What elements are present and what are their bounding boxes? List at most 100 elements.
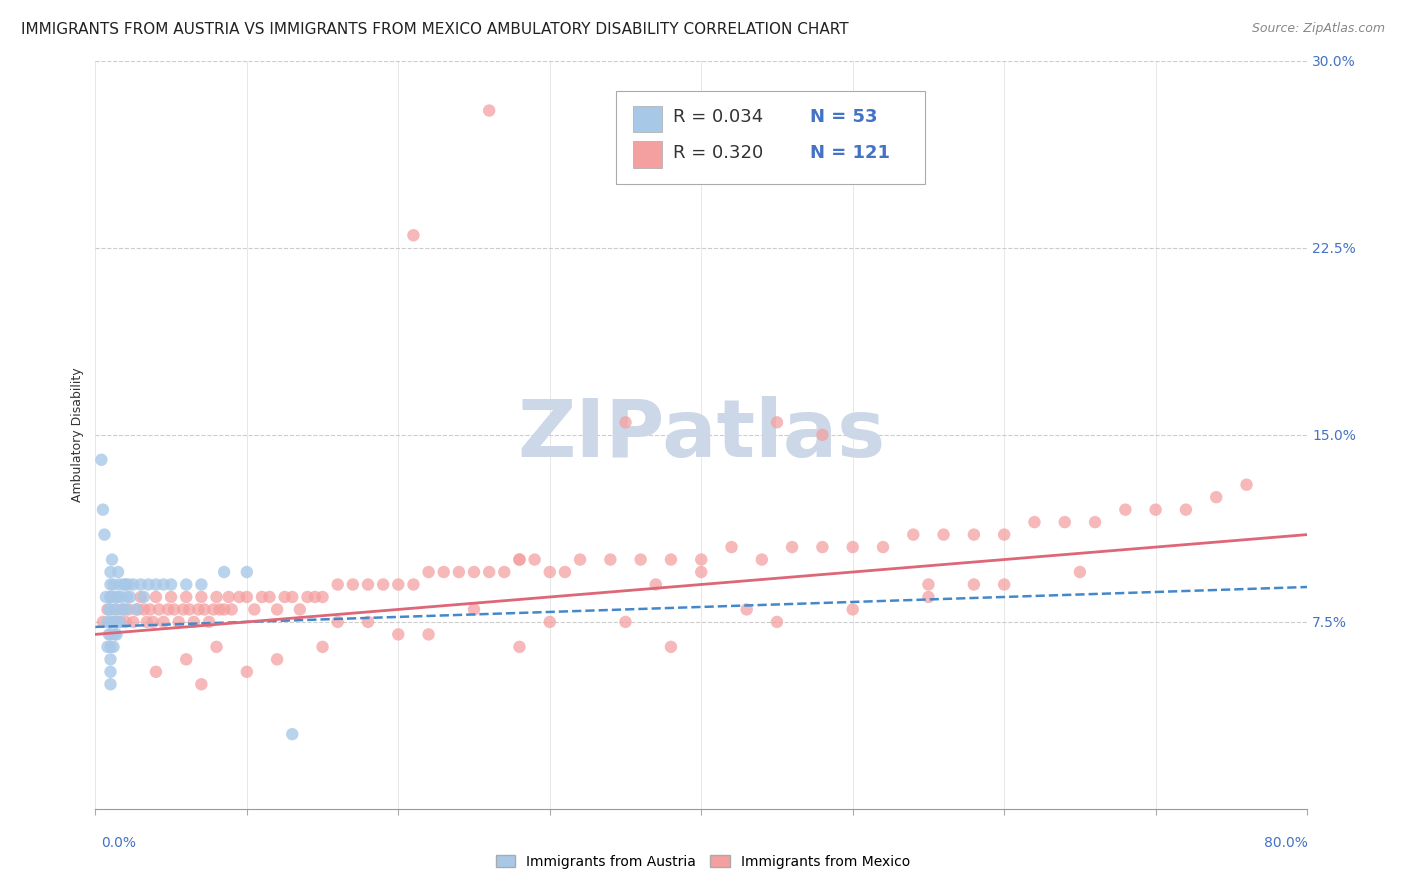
Point	[202, 602, 225, 616]
Point	[387, 577, 409, 591]
Point	[720, 540, 742, 554]
Point	[114, 577, 136, 591]
Point	[311, 590, 333, 604]
Point	[326, 615, 349, 629]
Point	[100, 665, 122, 679]
Point	[236, 565, 259, 579]
Point	[569, 552, 592, 566]
Point	[96, 640, 118, 654]
Point	[125, 602, 148, 616]
Point	[554, 565, 576, 579]
Point	[104, 602, 127, 616]
Text: 0.0%: 0.0%	[101, 836, 136, 850]
Point	[508, 552, 530, 566]
Point	[118, 577, 141, 591]
Point	[145, 665, 167, 679]
Point	[1236, 477, 1258, 491]
Point	[115, 590, 138, 604]
Point	[387, 627, 409, 641]
Point	[145, 577, 167, 591]
Point	[105, 602, 128, 616]
Point	[478, 103, 501, 118]
FancyBboxPatch shape	[633, 105, 662, 133]
Point	[107, 615, 129, 629]
Point	[100, 577, 122, 591]
Point	[107, 590, 129, 604]
Point	[111, 602, 134, 616]
Point	[193, 602, 215, 616]
Point	[148, 602, 170, 616]
Point	[100, 590, 122, 604]
Point	[108, 615, 131, 629]
Point	[236, 665, 259, 679]
Point	[127, 602, 149, 616]
Point	[205, 640, 228, 654]
Point	[135, 615, 157, 629]
Y-axis label: Ambulatory Disability: Ambulatory Disability	[72, 368, 84, 502]
Point	[963, 527, 986, 541]
Point	[157, 602, 180, 616]
Point	[963, 577, 986, 591]
Point	[811, 427, 834, 442]
Point	[139, 602, 162, 616]
Point	[402, 577, 425, 591]
Point	[273, 590, 295, 604]
Point	[841, 540, 863, 554]
Point	[101, 590, 124, 604]
Point	[993, 577, 1015, 591]
Point	[917, 590, 939, 604]
Point	[167, 615, 190, 629]
Point	[100, 602, 122, 616]
Point	[190, 577, 212, 591]
Point	[152, 577, 174, 591]
Point	[508, 552, 530, 566]
Legend: Immigrants from Austria, Immigrants from Mexico: Immigrants from Austria, Immigrants from…	[491, 849, 915, 874]
Point	[259, 590, 281, 604]
Point	[780, 540, 803, 554]
Point	[221, 602, 243, 616]
Point	[463, 565, 485, 579]
Point	[418, 627, 440, 641]
Point	[326, 577, 349, 591]
Point	[138, 577, 160, 591]
Point	[288, 602, 311, 616]
Point	[91, 615, 114, 629]
Point	[100, 640, 122, 654]
Point	[163, 602, 186, 616]
Point	[932, 527, 955, 541]
Point	[494, 565, 516, 579]
Point	[903, 527, 925, 541]
Point	[190, 677, 212, 691]
Point	[614, 415, 637, 429]
Point	[100, 677, 122, 691]
Point	[118, 602, 141, 616]
Point	[187, 602, 209, 616]
Point	[205, 590, 228, 604]
Point	[91, 502, 114, 516]
Point	[304, 590, 326, 604]
Point	[538, 565, 561, 579]
Point	[342, 577, 364, 591]
Point	[103, 577, 125, 591]
Point	[1114, 502, 1136, 516]
Point	[690, 565, 713, 579]
Point	[98, 627, 121, 641]
Point	[94, 590, 117, 604]
Point	[105, 627, 128, 641]
Point	[111, 602, 134, 616]
Point	[599, 552, 621, 566]
Point	[751, 552, 773, 566]
Point	[145, 590, 167, 604]
Point	[1024, 515, 1046, 529]
Point	[172, 602, 194, 616]
Point	[107, 565, 129, 579]
Point	[523, 552, 546, 566]
Point	[105, 590, 128, 604]
Text: N = 53: N = 53	[810, 108, 877, 126]
Point	[129, 590, 152, 604]
Text: R = 0.034: R = 0.034	[673, 108, 763, 126]
Point	[198, 615, 221, 629]
Point	[112, 577, 135, 591]
Point	[101, 552, 124, 566]
Text: IMMIGRANTS FROM AUSTRIA VS IMMIGRANTS FROM MEXICO AMBULATORY DISABILITY CORRELAT: IMMIGRANTS FROM AUSTRIA VS IMMIGRANTS FR…	[21, 22, 849, 37]
